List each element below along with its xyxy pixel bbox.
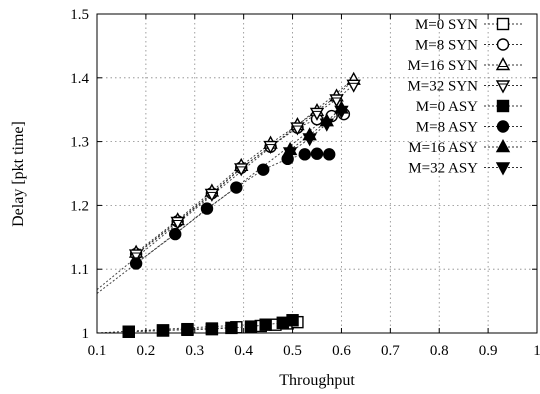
x-tick-label: 0.4 [234,343,253,359]
series-m-32-syn [128,79,361,263]
data-point [298,148,311,161]
legend-item: M=8 SYN [415,38,522,54]
data-point [310,147,324,160]
legend-label: M=0 ASY [416,99,478,115]
legend-label: M=16 SYN [407,58,478,74]
data-point [122,325,135,338]
legend-marker [496,99,510,113]
legend-label: M=16 ASY [408,140,478,156]
x-tick-label: 0.7 [381,343,400,359]
data-point [257,163,270,176]
axis-ticks: 0.1 0.2 0.3 0.4 0.5 0.6 0.7 0.8 0.9 1 1 1.1 1.2 1.3 1.… [70,7,540,359]
data-point [200,202,214,215]
data-series [122,71,361,338]
y-tick-label: 1.5 [70,7,89,23]
data-point [181,323,194,337]
series-m-32-asy [282,105,349,161]
data-point [323,148,336,161]
legend-label: M=8 SYN [415,38,478,54]
x-tick-label: 0.8 [430,343,449,359]
series-line [135,153,330,264]
legend-item: M=16 ASY [408,139,522,156]
series-m-0-asy [122,314,299,338]
legend-marker [495,57,511,71]
legend-marker [496,120,510,133]
legend-marker [496,38,510,51]
data-point [230,181,243,194]
fit-line [96,78,354,291]
data-point [334,105,349,119]
series-m-8-asy [129,147,336,270]
data-point [282,147,298,161]
data-point [302,133,317,147]
data-point [129,257,143,270]
x-tick-label: 0.3 [185,343,204,359]
legend: M=0 SYN M=8 SYN M=16 SYN M=32 SYN M=0 ASY M=8… [407,17,522,177]
data-point [346,79,361,93]
legend-item: M=8 ASY [416,120,522,136]
legend-label: M=32 ASY [408,161,478,177]
plot-frame [96,13,538,334]
y-tick-label: 1.4 [70,71,89,87]
legend-marker [496,17,510,31]
series-line [289,110,342,153]
legend-marker [495,80,511,94]
legend-item: M=0 SYN [415,17,522,33]
x-tick-label: 0.2 [137,343,156,359]
x-axis-title: Throughput [279,372,355,389]
data-point [286,314,299,327]
x-tick-label: 0.1 [88,343,107,359]
y-tick-label: 1.2 [70,198,89,214]
legend-label: M=8 ASY [416,120,478,136]
legend-marker [495,162,511,176]
series-line [289,108,342,151]
grid [97,14,537,333]
legend-item: M=32 SYN [407,79,522,95]
legend-label: M=0 SYN [415,17,478,33]
legend-marker [495,139,511,153]
y-tick-label: 1.3 [70,135,89,151]
data-point [225,321,238,335]
x-tick-label: 0.6 [332,343,351,359]
x-tick-label: 0.5 [283,343,302,359]
data-point [319,118,334,132]
y-tick-label: 1.1 [70,262,89,278]
data-point [259,318,272,331]
y-tick-label: 1 [82,326,90,342]
data-point [205,322,219,336]
x-tick-label: 1 [533,343,540,359]
legend-item: M=0 ASY [416,99,522,115]
legend-label: M=32 SYN [407,79,478,95]
y-axis-title: Delay [pkt time] [10,121,27,227]
x-tick-label: 0.9 [479,343,498,359]
data-point [156,324,170,337]
data-point [244,320,258,333]
legend-item: M=16 SYN [407,57,522,74]
legend-item: M=32 ASY [408,161,522,177]
data-point [169,227,182,241]
